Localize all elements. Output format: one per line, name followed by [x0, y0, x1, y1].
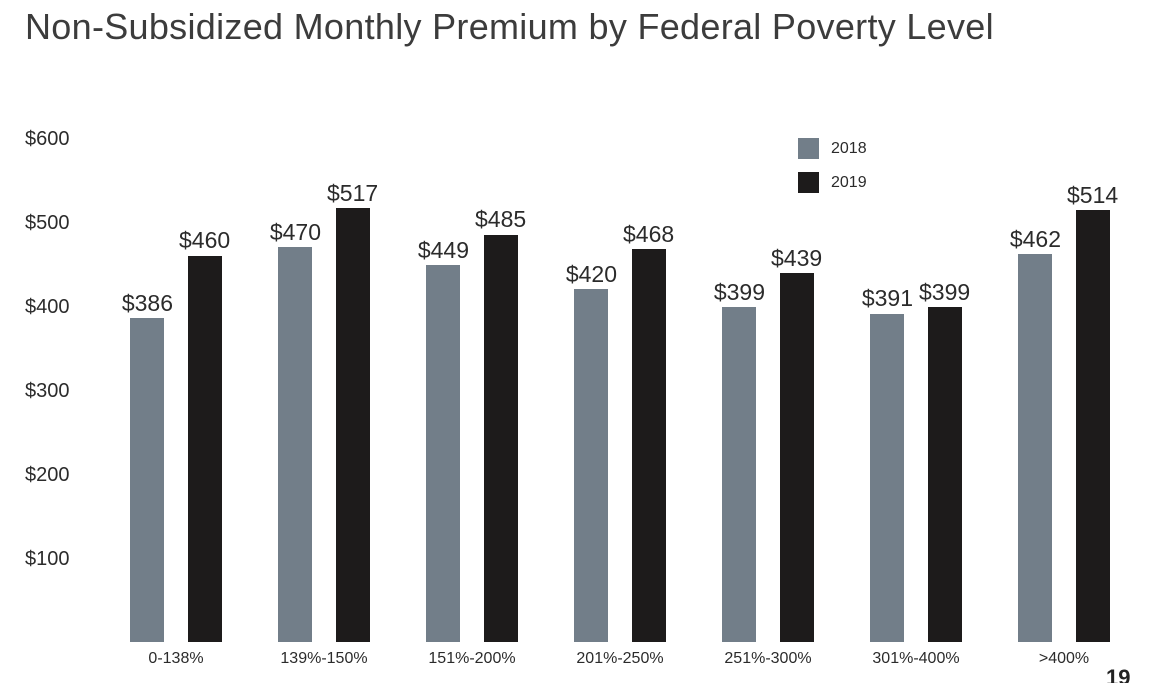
bar-column-2018: $386 — [121, 289, 173, 642]
category-group: $470 $517 139%-150% — [250, 138, 398, 667]
legend-label: 2018 — [831, 139, 867, 157]
legend-entry-2018: 2018 — [798, 138, 867, 159]
x-axis-label: >400% — [1038, 650, 1090, 667]
bar-pair: $449 $485 — [398, 138, 546, 642]
bar-2019 — [631, 248, 666, 642]
bar-column-2019: $517 — [327, 179, 379, 642]
bar-2018 — [1018, 253, 1053, 642]
bar-2018 — [870, 313, 905, 642]
bar-value-label: $399 — [713, 278, 765, 305]
bar-2019 — [779, 273, 814, 642]
bar-column-2019: $439 — [771, 246, 822, 642]
category-group: $420 $468 201%-250% — [546, 138, 694, 667]
category-group: $449 $485 151%-200% — [398, 138, 546, 667]
bar-value-label: $468 — [623, 220, 675, 247]
chart-title: Non-Subsidized Monthly Premium by Federa… — [25, 6, 994, 47]
legend-swatch-2018 — [798, 138, 819, 159]
bar-2019 — [483, 234, 518, 642]
bar-2018 — [278, 247, 313, 642]
bar-pair: $391 $399 — [842, 138, 990, 642]
bar-2018 — [426, 264, 461, 642]
bar-pair: $470 $517 — [250, 138, 398, 642]
bar-2019 — [335, 207, 370, 642]
y-axis-tick-label: $400 — [25, 296, 70, 318]
bar-column-2019: $399 — [919, 280, 970, 642]
bar-value-label: $514 — [1067, 182, 1119, 209]
bar-pair: $399 $439 — [694, 138, 842, 642]
bar-2018 — [722, 306, 757, 642]
bar-column-2019: $460 — [179, 228, 230, 642]
x-axis-label: 251%-300% — [724, 650, 812, 667]
page-number: 19 — [1106, 665, 1131, 683]
bar-2018 — [574, 289, 609, 642]
bar-value-label: $470 — [269, 219, 321, 246]
bar-column-2018: $399 — [714, 280, 765, 642]
bar-pair: $386 $460 — [102, 138, 250, 642]
category-group: $391 $399 301%-400% — [842, 138, 990, 667]
x-axis-label: 301%-400% — [872, 650, 960, 667]
bar-value-label: $449 — [417, 236, 469, 263]
x-axis-label: 151%-200% — [428, 650, 516, 667]
bar-column-2018: $470 — [270, 220, 321, 642]
bar-value-label: $399 — [919, 278, 971, 305]
plot-area: $386 $460 0-138% $470 $517 139%-150% $449 $485 1… — [102, 138, 1138, 667]
bar-value-label: $485 — [475, 206, 527, 233]
bar-pair: $420 $468 — [546, 138, 694, 642]
bar-2019 — [187, 255, 222, 642]
bar-value-label: $420 — [565, 261, 617, 288]
bar-2018 — [130, 317, 165, 642]
bar-2019 — [927, 306, 962, 642]
bar-column-2019: $514 — [1067, 183, 1118, 642]
bar-pair: $462 $514 — [990, 138, 1138, 642]
category-group: $386 $460 0-138% — [102, 138, 250, 667]
bar-value-label: $439 — [771, 245, 823, 272]
category-group: $399 $439 251%-300% — [694, 138, 842, 667]
bar-value-label: $460 — [179, 227, 231, 254]
bar-column-2019: $485 — [475, 207, 526, 642]
bar-column-2018: $391 — [862, 286, 913, 642]
legend-label: 2019 — [831, 173, 867, 191]
x-axis-label: 201%-250% — [576, 650, 664, 667]
x-axis-label: 0-138% — [148, 650, 204, 667]
y-axis-tick-label: $200 — [25, 464, 70, 486]
y-axis-tick-label: $300 — [25, 380, 70, 402]
legend-entry-2019: 2019 — [798, 172, 867, 193]
bar-column-2018: $449 — [418, 238, 469, 642]
bar-value-label: $391 — [861, 285, 913, 312]
bar-value-label: $386 — [121, 289, 173, 316]
bar-column-2018: $462 — [1010, 227, 1061, 642]
x-axis-label: 139%-150% — [280, 650, 368, 667]
legend: 2018 2019 — [798, 138, 867, 193]
bar-value-label: $517 — [327, 179, 379, 206]
bar-2019 — [1075, 210, 1110, 642]
bar-column-2018: $420 — [566, 262, 617, 642]
y-axis-tick-label: $500 — [25, 212, 70, 234]
legend-swatch-2019 — [798, 172, 819, 193]
y-axis-tick-label: $100 — [25, 548, 70, 570]
bar-column-2019: $468 — [623, 222, 674, 642]
bar-value-label: $462 — [1009, 225, 1061, 252]
category-group: $462 $514 >400% — [990, 138, 1138, 667]
y-axis-tick-label: $600 — [25, 128, 70, 150]
